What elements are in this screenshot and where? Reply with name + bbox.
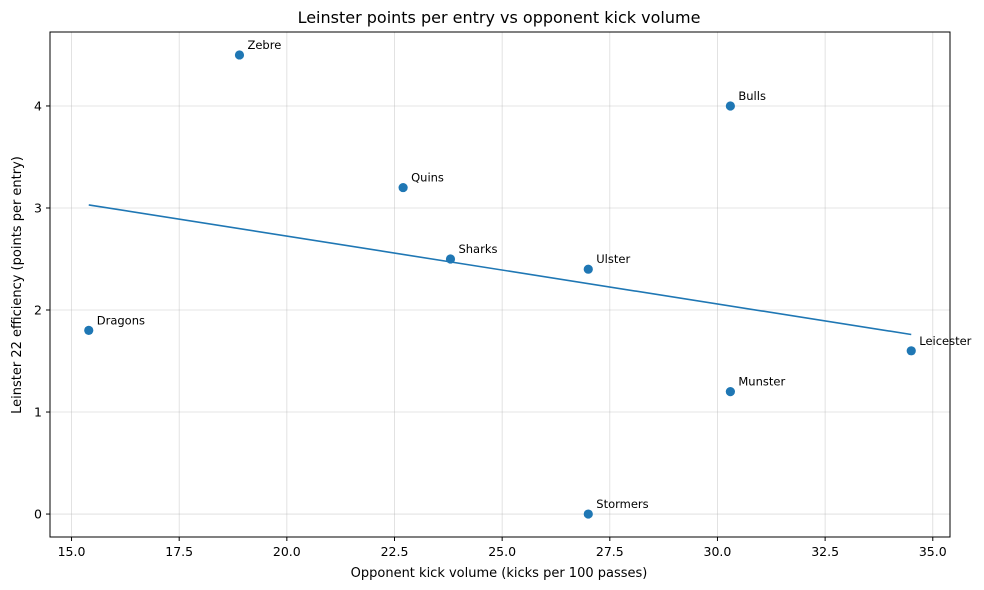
x-tick-label: 35.0 [919, 544, 947, 559]
point-label-stormers: Stormers [596, 497, 648, 511]
x-axis-label: Opponent kick volume (kicks per 100 pass… [351, 566, 648, 581]
x-tick-label: 30.0 [704, 544, 732, 559]
trendline-layer [88, 204, 912, 336]
x-tick-label: 20.0 [273, 544, 301, 559]
y-tick-label: 4 [34, 98, 42, 113]
chart-title: Leinster points per entry vs opponent ki… [298, 8, 701, 27]
data-point-dragons [84, 325, 94, 336]
points-layer: Zebre Bulls Quins Sharks Ulster Dragons Leices… [84, 38, 972, 519]
data-point-quins [398, 182, 408, 193]
axis-ticks: 15.0 17.5 20.0 22.5 25.0 27.5 30.0 32.5 35.0 0 1 2 3… [34, 98, 947, 559]
data-point-stormers [583, 509, 593, 519]
point-label-ulster: Ulster [596, 252, 630, 266]
data-point-munster [725, 387, 735, 397]
x-tick-label: 27.5 [596, 544, 624, 559]
x-tick-label: 25.0 [488, 544, 516, 559]
x-tick-label: 15.0 [58, 544, 86, 559]
y-tick-label: 2 [34, 303, 42, 318]
data-point-zebre [234, 50, 245, 60]
point-label-leicester: Leicester [919, 334, 971, 348]
point-label-dragons: Dragons [97, 313, 145, 327]
x-tick-label: 17.5 [165, 544, 193, 559]
plot-frame [49, 31, 951, 538]
x-tick-label: 22.5 [381, 544, 409, 559]
point-label-bulls: Bulls [738, 89, 766, 103]
point-label-zebre: Zebre [247, 38, 281, 52]
trend-line [88, 204, 912, 336]
point-label-quins: Quins [411, 171, 444, 185]
data-point-leicester [906, 346, 916, 356]
grid [50, 32, 950, 537]
x-tick-label: 32.5 [811, 544, 839, 559]
y-tick-label: 3 [34, 200, 42, 215]
y-axis-label: Leinster 22 efficiency (points per entry… [10, 156, 25, 414]
data-point-bulls [725, 101, 735, 111]
y-tick-label: 0 [34, 507, 42, 522]
data-point-ulster [583, 264, 593, 274]
data-point-sharks [445, 254, 456, 264]
point-label-sharks: Sharks [458, 242, 497, 256]
y-tick-label: 1 [34, 405, 42, 420]
point-label-munster: Munster [738, 375, 785, 389]
